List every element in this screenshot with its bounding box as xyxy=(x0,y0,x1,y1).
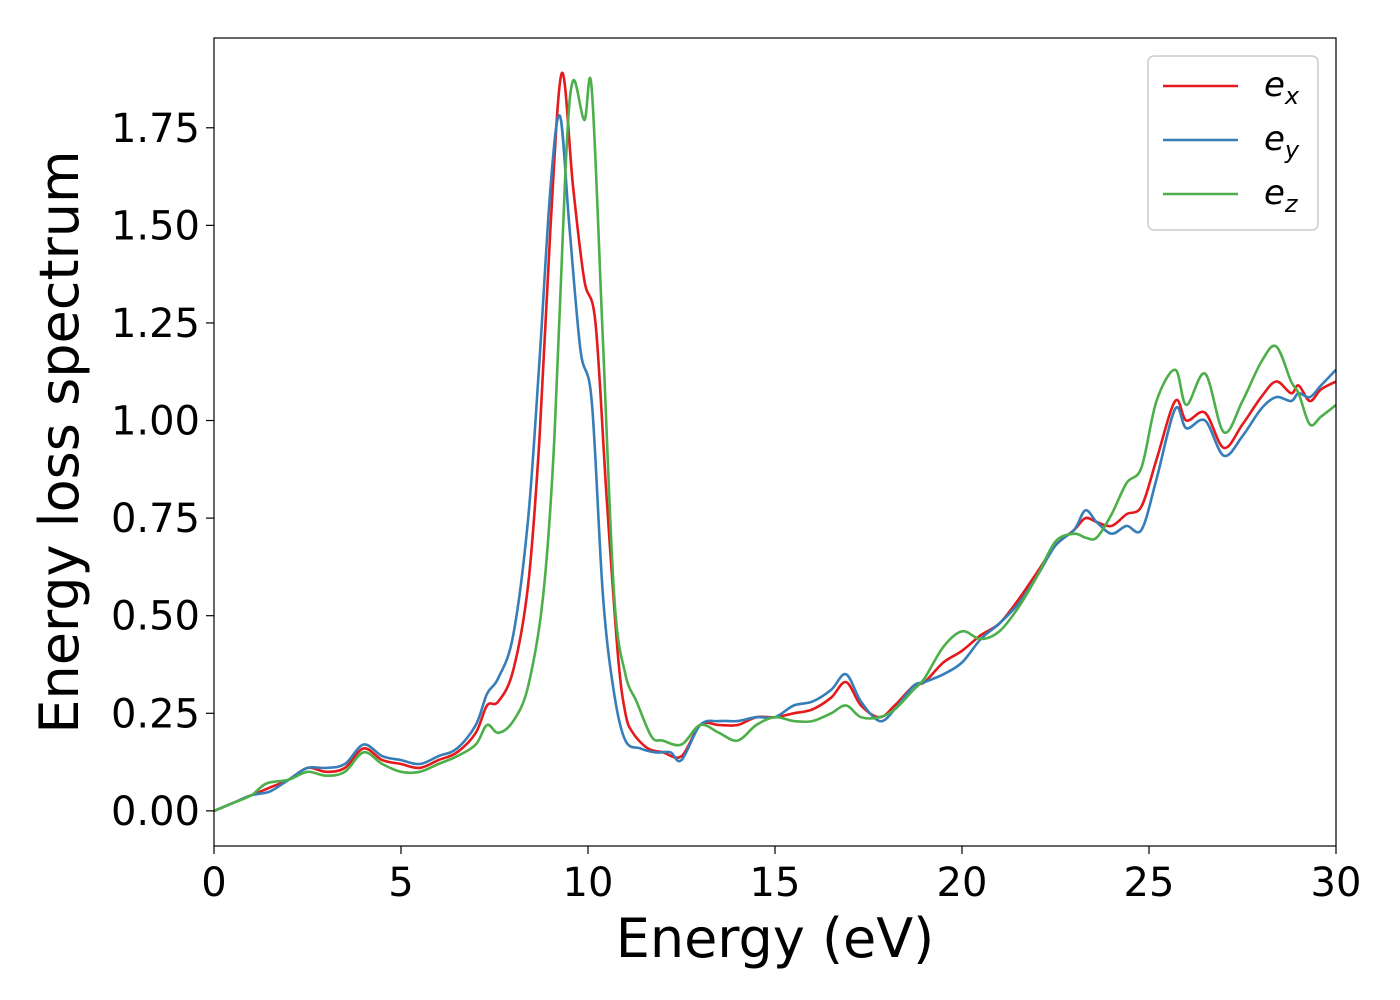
series-line-z xyxy=(214,76,1336,813)
series-line-x xyxy=(214,71,1336,813)
legend: ex ey ez xyxy=(1147,55,1319,231)
x-tick-label: 10 xyxy=(563,860,614,906)
x-tick-label: 5 xyxy=(388,860,413,906)
y-axis-ticks: 0.00 0.25 0.50 0.75 1.00 1.25 1.50 1.75 xyxy=(111,106,214,835)
y-tick-label: 1.25 xyxy=(111,301,200,347)
x-tick-label: 0 xyxy=(201,860,226,906)
x-axis-title: Energy (eV) xyxy=(616,907,935,970)
plot-lines xyxy=(214,71,1336,813)
y-tick-label: 1.00 xyxy=(111,399,200,445)
legend-box xyxy=(1147,55,1319,231)
x-tick-label: 25 xyxy=(1124,860,1175,906)
y-tick-label: 0.00 xyxy=(111,789,200,835)
legend-label-z: ez xyxy=(1264,173,1299,218)
x-tick-label: 30 xyxy=(1311,860,1362,906)
y-axis-title: Energy loss spectrum xyxy=(28,150,91,733)
y-tick-label: 1.50 xyxy=(111,203,200,249)
legend-label-y: ey xyxy=(1264,119,1300,164)
y-tick-label: 0.75 xyxy=(111,496,200,542)
y-tick-label: 0.25 xyxy=(111,691,200,737)
x-tick-label: 15 xyxy=(750,860,801,906)
x-axis-ticks: 0 5 10 15 20 25 30 xyxy=(201,846,1361,906)
legend-label-x: ex xyxy=(1264,65,1300,110)
y-tick-label: 0.50 xyxy=(111,594,200,640)
x-tick-label: 20 xyxy=(937,860,988,906)
y-tick-label: 1.75 xyxy=(111,106,200,152)
series-line-y xyxy=(214,114,1336,813)
